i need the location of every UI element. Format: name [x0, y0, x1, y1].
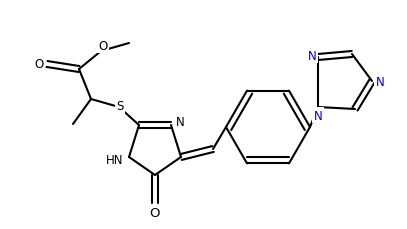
Text: HN: HN — [106, 153, 124, 166]
Text: O: O — [98, 39, 107, 52]
Text: S: S — [116, 100, 124, 113]
Text: N: N — [308, 49, 316, 62]
Text: N: N — [176, 116, 184, 129]
Text: N: N — [376, 75, 384, 88]
Text: O: O — [34, 58, 44, 71]
Text: O: O — [150, 207, 160, 220]
Text: N: N — [314, 109, 322, 122]
